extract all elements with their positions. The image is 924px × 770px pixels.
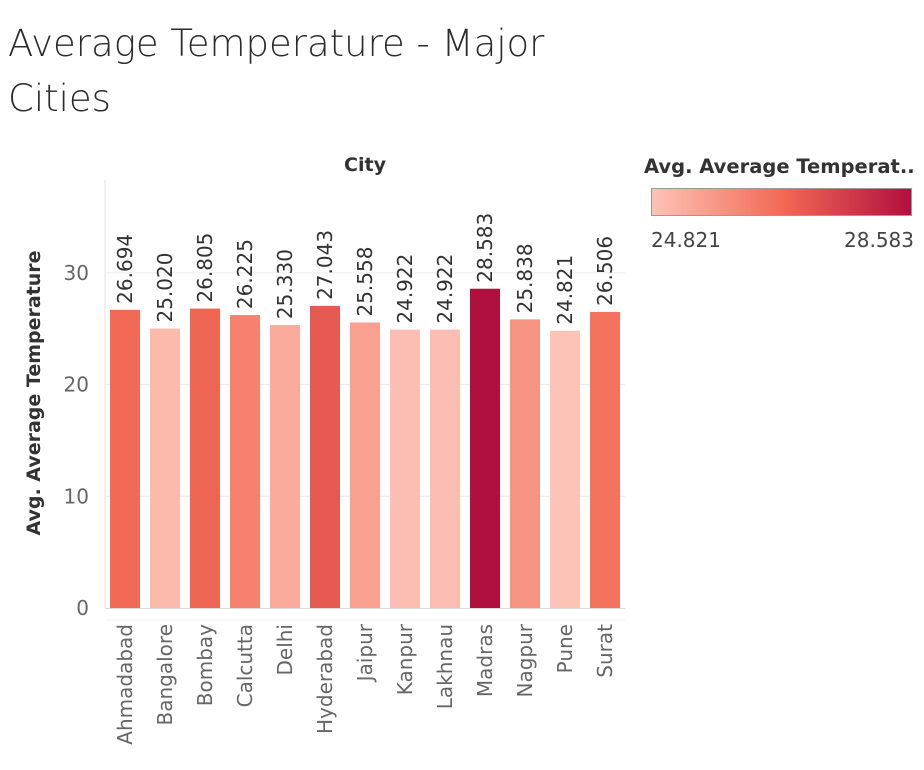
value-label: 25.020 <box>153 253 177 323</box>
bar[interactable] <box>270 325 300 608</box>
column-header: City <box>344 154 387 176</box>
category-label: Hyderabad <box>313 624 337 734</box>
category-label: Ahmadabad <box>113 624 137 745</box>
category-label: Bombay <box>193 624 217 706</box>
category-label: Lakhnau <box>433 624 457 709</box>
bar[interactable] <box>390 329 420 608</box>
legend-max-label: 28.583 <box>844 228 914 252</box>
bar[interactable] <box>550 330 580 608</box>
value-label: 28.583 <box>473 213 497 283</box>
bar[interactable] <box>190 308 220 608</box>
y-tick-labels: 0 10 20 30 <box>64 261 89 620</box>
category-label: Jaipur <box>353 623 377 683</box>
bar[interactable] <box>350 322 380 608</box>
value-label: 25.558 <box>353 247 377 317</box>
y-tick-label: 20 <box>64 373 89 397</box>
category-label: Calcutta <box>233 624 257 707</box>
y-axis-title: Avg. Average Temperature <box>23 250 45 535</box>
value-labels: 26.694 25.020 26.805 26.225 25.330 27.043 25.5… <box>113 213 617 325</box>
bar[interactable] <box>150 328 180 608</box>
bar[interactable] <box>110 309 140 608</box>
bar[interactable] <box>230 315 260 608</box>
value-label: 26.694 <box>113 234 137 304</box>
category-label: Kanpur <box>393 623 417 695</box>
bar[interactable] <box>590 311 620 608</box>
value-label: 24.922 <box>393 254 417 324</box>
bar[interactable] <box>470 288 500 608</box>
y-tick-label: 0 <box>76 596 89 620</box>
category-labels: Ahmadabad Bangalore Bombay Calcutta Delhi Hyd… <box>113 623 617 744</box>
y-tick-label: 30 <box>64 261 89 285</box>
y-tick-label: 10 <box>64 484 89 508</box>
legend-title: Avg. Average Temperat.. <box>644 155 915 178</box>
bar[interactable] <box>430 329 460 608</box>
value-label: 24.922 <box>433 254 457 324</box>
bar[interactable] <box>310 305 340 608</box>
value-label: 26.225 <box>233 239 257 309</box>
category-label: Bangalore <box>153 624 177 725</box>
value-label: 25.330 <box>273 249 297 319</box>
value-label: 24.821 <box>553 255 577 325</box>
category-label: Surat <box>593 624 617 678</box>
legend-min-label: 24.821 <box>651 228 721 252</box>
category-label: Delhi <box>273 624 297 676</box>
category-label: Nagpur <box>513 623 537 697</box>
axes <box>104 180 625 621</box>
category-label: Pune <box>553 624 577 673</box>
value-label: 25.838 <box>513 243 537 313</box>
chart-title: Average Temperature - Major Cities <box>8 22 545 120</box>
bar[interactable] <box>510 319 540 608</box>
category-label: Madras <box>473 624 497 697</box>
color-legend-gradient <box>651 188 912 216</box>
value-label: 26.805 <box>193 233 217 303</box>
bars <box>110 288 620 608</box>
value-label: 26.506 <box>593 236 617 306</box>
value-label: 27.043 <box>313 230 337 300</box>
